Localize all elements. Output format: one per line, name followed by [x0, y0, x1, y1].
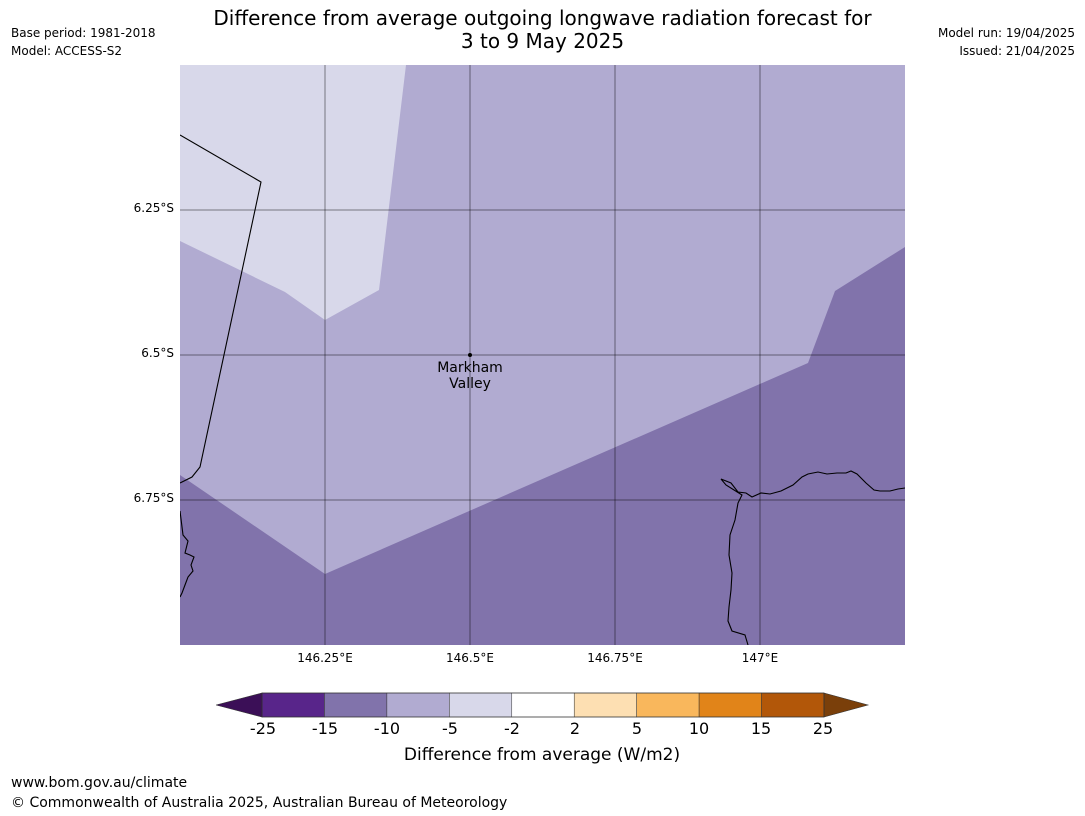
- location-marker: [468, 353, 472, 357]
- lat-label-6.5: 6.5°S: [141, 346, 174, 360]
- title-line-2: 3 to 9 May 2025: [460, 29, 625, 53]
- colorbar-bin: [261, 692, 325, 718]
- colorbar-tick: 10: [688, 719, 710, 738]
- lat-label-6.75: 6.75°S: [133, 491, 174, 505]
- footer-url: www.bom.gov.au/climate: [11, 775, 188, 791]
- place-name-line-2: Valley: [449, 376, 491, 392]
- boundaries: [180, 134, 905, 645]
- colorbar-tick: -15: [311, 719, 339, 738]
- model-text: Model: ACCESS-S2: [11, 44, 123, 58]
- colorbar-over-triangle: [823, 692, 870, 718]
- province-boundary: [180, 134, 262, 484]
- lon-label-147: 147°E: [741, 651, 779, 665]
- place-name-line-1: Markham: [437, 360, 503, 376]
- colorbar-bin: [698, 692, 762, 718]
- colorbar-bin: [761, 692, 825, 718]
- colorbar-tick: 5: [631, 719, 643, 738]
- colorbar-bin: [324, 692, 388, 718]
- forecast-map: [180, 65, 905, 645]
- colorbar-tick: 15: [750, 719, 772, 738]
- colorbar-bin: [511, 692, 575, 718]
- issued-text: Issued: 21/04/2025: [959, 44, 1075, 58]
- colorbar-tick: -2: [504, 719, 520, 738]
- colorbar: [216, 692, 870, 718]
- lat-label-6.25: 6.25°S: [133, 201, 174, 215]
- map-region-dark: [180, 247, 905, 645]
- model-run-text: Model run: 19/04/2025: [937, 26, 1075, 40]
- colorbar-tick: -25: [249, 719, 277, 738]
- colorbar-tick: -5: [442, 719, 458, 738]
- place-label: Markham Valley: [420, 360, 520, 392]
- colorbar-outline: [261, 692, 825, 718]
- graticule: [180, 65, 905, 645]
- lon-label-146.25: 146.25°E: [297, 651, 353, 665]
- colorbar-tick: 25: [812, 719, 834, 738]
- page-title: Difference from average outgoing longwav…: [180, 7, 905, 53]
- colorbar-bins: [261, 692, 825, 718]
- colorbar-tick: 2: [569, 719, 581, 738]
- meta-left: Base period: 1981-2018 Model: ACCESS-S2: [11, 24, 156, 60]
- colorbar-label: Difference from average (W/m2): [403, 745, 681, 765]
- colorbar-bin: [573, 692, 637, 718]
- map-svg: [180, 65, 905, 645]
- colorbar-tick: -10: [373, 719, 401, 738]
- coastline-east: [720, 470, 905, 645]
- coastline-west: [180, 510, 195, 598]
- colorbar-bin: [449, 692, 513, 718]
- footer-copyright: © Commonwealth of Australia 2025, Austra…: [11, 795, 508, 811]
- colorbar-bin: [636, 692, 700, 718]
- title-line-1: Difference from average outgoing longwav…: [213, 6, 872, 30]
- base-period-text: Base period: 1981-2018: [11, 26, 156, 40]
- map-region-light: [180, 65, 406, 320]
- colorbar-bin: [386, 692, 450, 718]
- lon-label-146.5: 146.5°E: [446, 651, 494, 665]
- meta-right: Model run: 19/04/2025 Issued: 21/04/2025: [938, 24, 1075, 60]
- colorbar-under-triangle: [216, 692, 263, 718]
- lon-label-146.75: 146.75°E: [587, 651, 643, 665]
